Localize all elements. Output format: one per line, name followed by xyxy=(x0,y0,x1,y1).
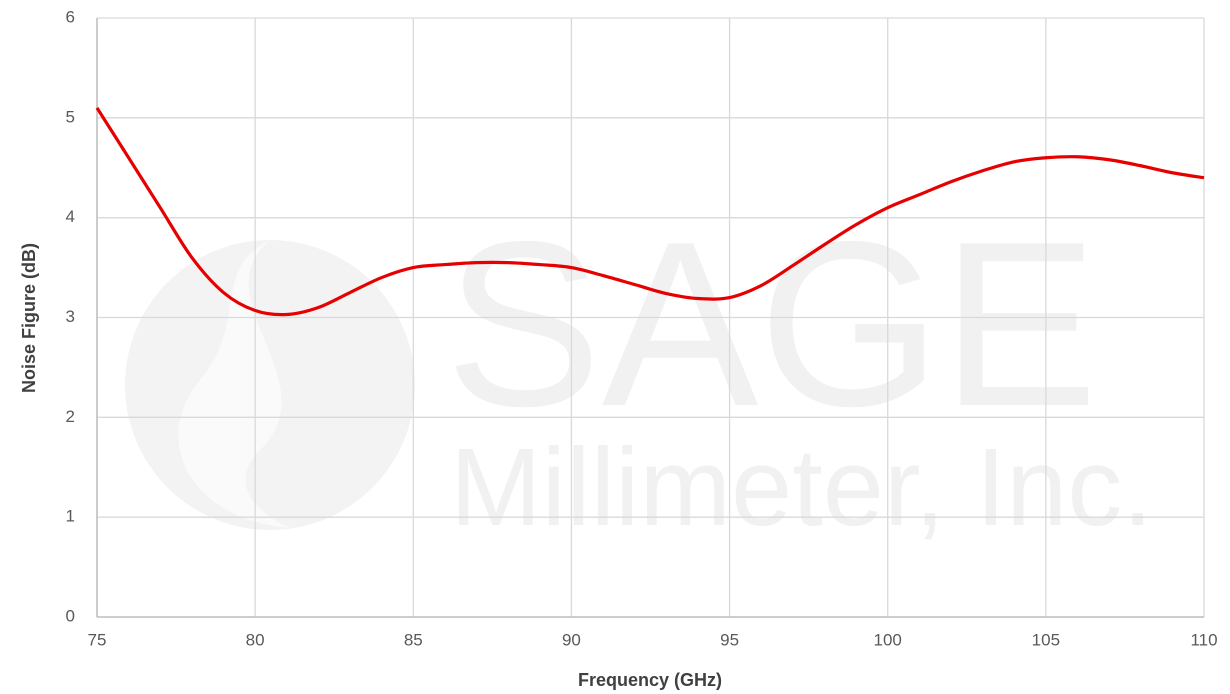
data-line xyxy=(95,106,1205,317)
y-tick-label: 1 xyxy=(66,507,75,526)
y-tick-label: 4 xyxy=(66,207,75,226)
x-tick-label: 75 xyxy=(88,630,107,649)
y-axis-title: Noise Figure (dB) xyxy=(19,243,39,393)
y-tick-label: 2 xyxy=(66,407,75,426)
watermark-subtitle: Millimeter, Inc. xyxy=(450,426,1153,549)
x-tick-label: 110 xyxy=(1190,630,1217,649)
x-tick-label: 95 xyxy=(720,630,739,649)
x-tick-label: 85 xyxy=(404,630,423,649)
x-tick-label: 105 xyxy=(1032,630,1060,649)
watermark-logo-swirl xyxy=(178,240,290,528)
y-tick-label: 5 xyxy=(66,107,75,126)
y-tick-label: 3 xyxy=(66,307,75,326)
x-axis-title: Frequency (GHz) xyxy=(578,670,722,690)
x-tick-label: 100 xyxy=(874,630,902,649)
x-tick-label: 90 xyxy=(562,630,581,649)
watermark: SAGE xyxy=(445,192,1098,455)
y-tick-label: 0 xyxy=(66,606,75,625)
y-tick-label: 6 xyxy=(66,7,75,26)
x-tick-label: 80 xyxy=(246,630,265,649)
